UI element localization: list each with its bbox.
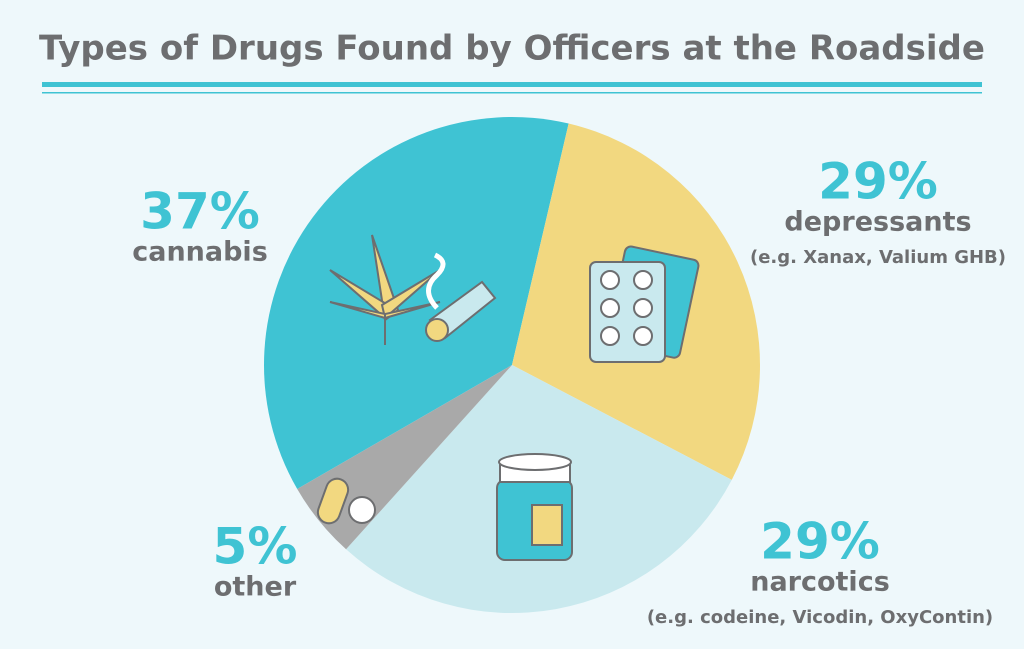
joint-icon	[425, 252, 497, 342]
pills-icon	[316, 477, 376, 525]
example-label: (e.g. Xanax, Valium GHB)	[750, 247, 1006, 268]
title-rule-thin	[42, 92, 982, 94]
category-label: depressants	[784, 207, 971, 238]
value-label: 5%	[213, 518, 298, 576]
category-label: cannabis	[132, 237, 268, 268]
value-label: 29%	[818, 153, 938, 211]
cannabis-icon	[329, 234, 441, 345]
example-label: (e.g. codeine, Vicodin, OxyContin)	[647, 607, 993, 628]
title-rule	[42, 82, 982, 87]
blister-icon	[589, 245, 700, 363]
bottle-icon	[496, 453, 573, 561]
pie-slice	[264, 117, 569, 490]
value-label: 29%	[760, 513, 880, 571]
value-label: 37%	[140, 183, 260, 241]
category-label: narcotics	[750, 567, 890, 598]
chart-title: Types of Drugs Found by Officers at the …	[39, 29, 985, 69]
category-label: other	[214, 572, 297, 603]
icons	[316, 234, 700, 561]
